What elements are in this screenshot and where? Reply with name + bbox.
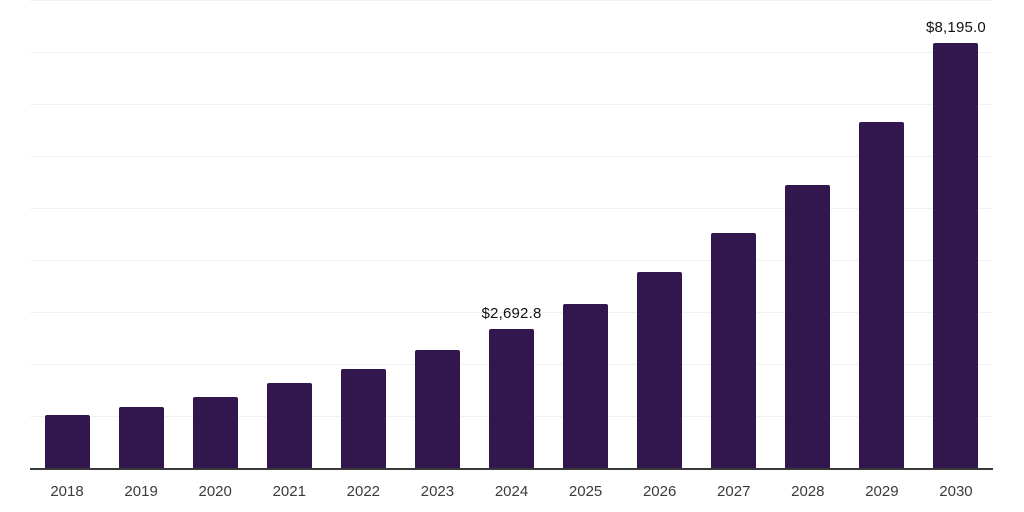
bar-2020 (192, 396, 238, 469)
bar-slot-2026 (623, 0, 697, 469)
bar-2023 (414, 350, 460, 469)
gridline-9000 (30, 0, 993, 1)
x-tick-label-2022: 2022 (346, 483, 381, 500)
x-tick-label-2029: 2029 (865, 483, 899, 500)
bar-2021 (266, 382, 312, 469)
x-tick-label-2026: 2026 (642, 483, 677, 500)
bar-slot-2023 (400, 0, 474, 469)
bar-2024 (489, 329, 534, 469)
x-tick-label-2024: 2024 (494, 483, 529, 500)
gridline-6000 (30, 156, 993, 157)
bar-slot-2021 (252, 0, 326, 469)
x-tick-label-2018: 2018 (50, 483, 84, 500)
gridline-5000 (30, 208, 993, 209)
x-tick-label-2023: 2023 (420, 483, 455, 500)
gridline-7000 (30, 104, 993, 105)
bar-2028 (785, 184, 831, 469)
x-tick-label-2030: 2030 (939, 483, 973, 500)
bar-slot-2027 (697, 0, 771, 469)
bar-2018 (44, 414, 90, 469)
plot-area: $2,692.8 $8,195.0 (30, 0, 993, 469)
bar-slot-2030: $8,195.0 (919, 0, 993, 469)
bar-slot-2018 (30, 0, 104, 469)
x-tick-label-2027: 2027 (717, 483, 751, 500)
gridline-4000 (30, 260, 993, 261)
bar-2030 (933, 42, 979, 469)
bar-slot-2025 (549, 0, 623, 469)
x-axis-tick-labels: 2018 2019 2020 2021 2022 2023 2024 2025 2026 2027… (30, 483, 993, 500)
bar-2027 (711, 233, 757, 469)
bar-slot-2024: $2,692.8 (474, 0, 548, 469)
bar-slot-2029 (845, 0, 919, 469)
x-axis-line (30, 468, 993, 470)
x-tick-label-2019: 2019 (124, 483, 158, 500)
bar-2029 (859, 122, 905, 469)
bar-slot-2022 (326, 0, 400, 469)
bar-value-label-2024: $2,692.8 (481, 304, 542, 322)
bar-slot-2028 (771, 0, 845, 469)
gridline-3000 (30, 312, 993, 313)
bar-2026 (637, 272, 683, 469)
bar-slot-2019 (104, 0, 178, 469)
bar-2019 (118, 407, 164, 469)
bar-slot-2020 (178, 0, 252, 469)
x-tick-label-2020: 2020 (198, 483, 232, 500)
bar-2025 (563, 304, 609, 469)
x-tick-label-2021: 2021 (272, 483, 306, 500)
x-tick-label-2028: 2028 (791, 483, 825, 500)
bar-2022 (340, 368, 386, 469)
x-tick-label-2025: 2025 (568, 483, 603, 500)
bar-value-label-2030: $8,195.0 (925, 18, 986, 36)
bars-layer: $2,692.8 $8,195.0 (30, 0, 993, 469)
gridline-8000 (30, 52, 993, 53)
